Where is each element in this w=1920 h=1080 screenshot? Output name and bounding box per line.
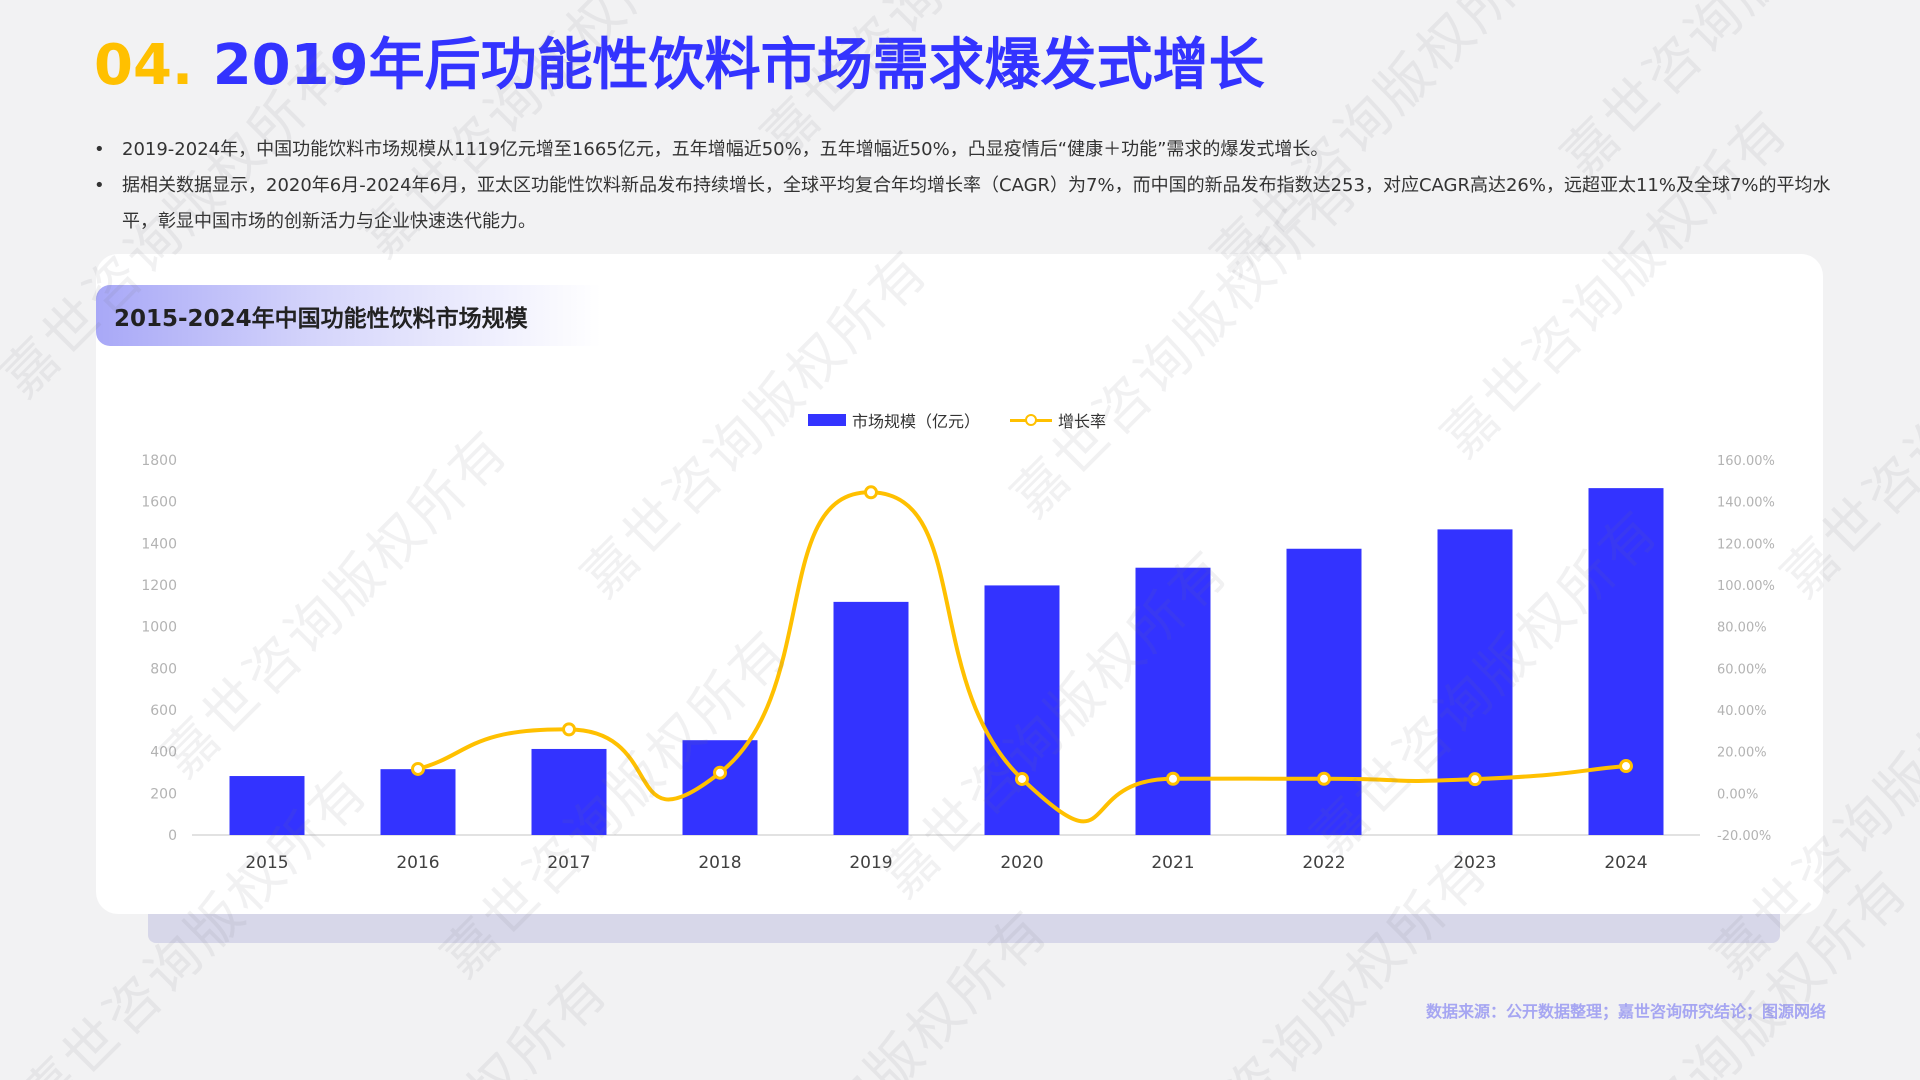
left-axis-tick: 1600	[141, 495, 177, 511]
growth-rate-point[interactable]	[864, 485, 878, 500]
bar-swatch-icon	[808, 414, 846, 426]
bullet-item: 2019-2024年，中国功能饮料市场规模从1119亿元增至1665亿元，五年增…	[94, 132, 1844, 168]
left-axis-tick: 800	[150, 661, 177, 677]
right-axis-tick: 160.00%	[1717, 454, 1775, 469]
right-axis-tick: 120.00%	[1717, 537, 1775, 552]
right-axis-tick: 20.00%	[1717, 746, 1767, 761]
growth-rate-line	[416, 490, 1628, 824]
right-axis-tick: 0.00%	[1717, 787, 1758, 802]
summary-bullets: 2019-2024年，中国功能饮料市场规模从1119亿元增至1665亿元，五年增…	[94, 132, 1844, 240]
data-source-note: 数据来源：公开数据整理；嘉世咨询研究结论；图源网络	[1425, 1002, 1826, 1021]
left-axis-tick: 1400	[141, 536, 177, 552]
left-axis-tick: 1000	[141, 620, 177, 636]
left-axis-tick: 0	[168, 828, 177, 844]
bar-2017[interactable]	[531, 748, 607, 835]
x-axis-label: 2020	[1000, 853, 1043, 873]
bar-2018[interactable]	[682, 740, 758, 835]
growth-rate-point[interactable]	[1015, 771, 1029, 786]
left-axis-tick: 600	[150, 703, 177, 719]
bullet-item: 据相关数据显示，2020年6月-2024年6月，亚太区功能性饮料新品发布持续增长…	[94, 168, 1844, 240]
x-axis-label: 2019	[849, 853, 892, 873]
chart-legend: 市场规模（亿元） 增长率	[808, 408, 1136, 432]
section-number: 04.	[94, 33, 194, 98]
left-axis-tick: 400	[150, 745, 177, 761]
page-title: 04. 2019年后功能性饮料市场需求爆发式增长	[94, 30, 1265, 102]
right-axis-tick: 140.00%	[1717, 496, 1775, 511]
growth-rate-point[interactable]	[1166, 771, 1180, 786]
title-text: 2019年后功能性饮料市场需求爆发式增长	[212, 33, 1265, 98]
right-axis-tick: 40.00%	[1717, 704, 1767, 719]
legend-label: 增长率	[1058, 412, 1107, 431]
bar-2015[interactable]	[229, 776, 305, 835]
line-marker-icon	[1010, 414, 1053, 426]
left-axis-tick: 1200	[141, 578, 177, 594]
growth-rate-point[interactable]	[1317, 771, 1331, 786]
x-axis-label: 2021	[1151, 853, 1194, 873]
legend-item-growth-rate[interactable]: 增长率	[1010, 408, 1106, 432]
right-axis-tick: 60.00%	[1717, 662, 1767, 677]
bar-2021[interactable]	[1135, 567, 1211, 835]
bar-2022[interactable]	[1286, 548, 1362, 835]
x-axis-label: 2018	[698, 853, 741, 873]
chart-title: 2015-2024年中国功能性饮料市场规模	[96, 285, 601, 346]
x-axis-label: 2022	[1302, 853, 1345, 873]
bar-2023[interactable]	[1437, 529, 1513, 835]
bar-2016[interactable]	[380, 769, 456, 835]
legend-label: 市场规模（亿元）	[852, 412, 981, 431]
growth-rate-point[interactable]	[411, 761, 425, 776]
x-axis-label: 2016	[396, 853, 439, 873]
bar-2019[interactable]	[833, 601, 909, 835]
legend-item-market-size[interactable]: 市场规模（亿元）	[808, 408, 980, 432]
right-axis-tick: -20.00%	[1717, 829, 1771, 844]
growth-rate-point[interactable]	[1619, 759, 1633, 774]
bar-2024[interactable]	[1588, 488, 1664, 835]
right-axis-tick: 80.00%	[1717, 621, 1767, 636]
growth-rate-point[interactable]	[1468, 772, 1482, 787]
growth-rate-point[interactable]	[562, 722, 576, 737]
x-axis-label: 2017	[547, 853, 590, 873]
x-axis-label: 2023	[1453, 853, 1496, 873]
bar-2020[interactable]	[984, 585, 1060, 835]
right-axis-tick: 100.00%	[1717, 579, 1775, 594]
x-axis-label: 2015	[245, 853, 288, 873]
x-axis-label: 2024	[1604, 853, 1647, 873]
left-axis-tick: 200	[150, 786, 177, 802]
growth-rate-point[interactable]	[713, 765, 727, 780]
left-axis-tick: 1800	[141, 453, 177, 469]
